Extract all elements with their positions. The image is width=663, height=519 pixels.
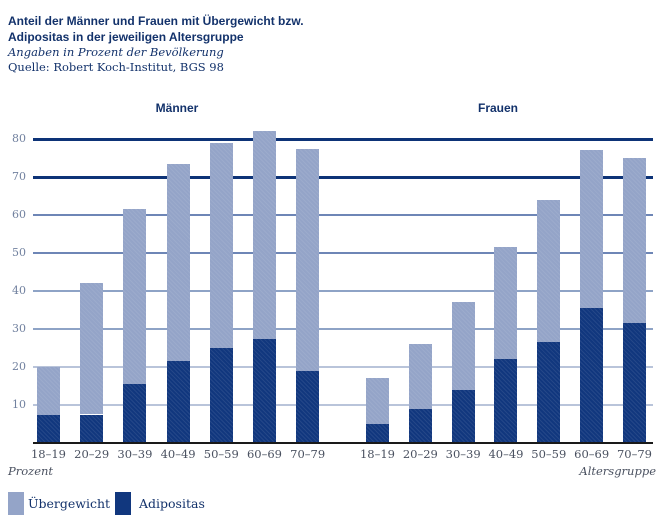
bar-segment-adipositas	[37, 414, 60, 443]
x-tick-label: 40–49	[488, 447, 524, 461]
bar-segment-adipositas	[166, 361, 190, 443]
x-tick-label: 60–69	[246, 447, 283, 461]
x-tick-label: 40–49	[160, 447, 196, 461]
x-tick-label: 70–79	[290, 447, 326, 461]
bar-segment-uebergewicht	[494, 247, 518, 360]
bar-segment-uebergewicht	[366, 378, 389, 424]
bar-segment-uebergewicht	[408, 344, 432, 409]
bar-segment-uebergewicht	[580, 150, 604, 309]
x-tick-label: 60–69	[574, 447, 610, 461]
x-tick-label: 50–59	[203, 447, 239, 461]
y-tick-label: 40	[12, 284, 26, 297]
bar-segment-adipositas	[123, 384, 147, 443]
legend-label-uebergewicht: Übergewicht	[28, 496, 111, 511]
bar-segment-adipositas	[296, 370, 320, 443]
x-tick-label: 20–29	[74, 447, 110, 461]
y-axis-caption: Prozent	[8, 464, 54, 478]
chart-source: Quelle: Robert Koch-Institut, BGS 98	[8, 60, 224, 74]
bar-segment-uebergewicht	[80, 283, 104, 415]
x-tick-label: 18–19	[359, 447, 396, 461]
gridline-80	[33, 137, 653, 141]
legend-label-adipositas: Adipositas	[139, 496, 205, 511]
y-tick-label: 70	[12, 170, 26, 183]
bar-segment-uebergewicht	[123, 209, 147, 385]
legend-key-uebergewicht	[8, 492, 24, 515]
bar-segment-adipositas	[622, 323, 646, 443]
legend-key-adipositas	[115, 492, 131, 515]
gridline-40	[33, 290, 653, 292]
x-tick-label: 20–29	[402, 447, 438, 461]
gridline-70	[33, 175, 653, 179]
x-tick-label: 30–39	[117, 447, 153, 461]
bar-segment-uebergewicht	[296, 148, 320, 371]
bar-segment-uebergewicht	[253, 131, 276, 339]
plot-area	[33, 131, 653, 444]
y-tick-label: 10	[12, 398, 26, 411]
x-tick-label: 30–39	[445, 447, 481, 461]
x-tick-label: 70–79	[616, 447, 652, 461]
bar-segment-uebergewicht	[209, 142, 233, 348]
x-axis-caption: Altersgruppe	[579, 464, 656, 478]
bar-segment-adipositas	[366, 424, 389, 443]
bar-segment-uebergewicht	[451, 302, 475, 390]
chart-title-line2: Adipositas in der jeweiligen Altersgrupp…	[8, 30, 244, 44]
y-tick-label: 30	[12, 322, 26, 335]
chart-subtitle: Angaben in Prozent der Bevölkerung	[8, 45, 224, 59]
y-tick-label: 50	[12, 246, 26, 259]
gridline-10	[33, 404, 653, 406]
bar-segment-uebergewicht	[166, 163, 190, 362]
bar-segment-uebergewicht	[537, 199, 561, 343]
chart-title-line1: Anteil der Männer und Frauen mit Übergew…	[8, 14, 304, 28]
x-tick-label: 50–59	[531, 447, 567, 461]
x-axis-line	[33, 442, 653, 444]
bar-segment-adipositas	[537, 342, 561, 443]
bar-segment-adipositas	[451, 389, 475, 443]
x-tick-label: 18–19	[30, 447, 67, 461]
gridline-50	[33, 252, 653, 254]
y-tick-label: 60	[12, 208, 26, 221]
bar-segment-uebergewicht	[622, 158, 646, 324]
title-block: Anteil der Männer und Frauen mit Übergew…	[8, 13, 304, 75]
y-tick-label: 20	[12, 360, 26, 373]
group-header-maenner: Männer	[155, 101, 199, 115]
bar-segment-adipositas	[494, 359, 518, 443]
legend: Übergewicht Adipositas	[8, 492, 308, 515]
bar-segment-adipositas	[209, 348, 233, 443]
gridline-60	[33, 214, 653, 216]
gridline-20	[33, 366, 653, 368]
bar-segment-adipositas	[408, 408, 432, 443]
bar-segment-adipositas	[80, 414, 104, 443]
bar-segment-adipositas	[580, 308, 604, 443]
group-header-frauen: Frauen	[477, 101, 519, 115]
bar-segment-uebergewicht	[37, 367, 60, 415]
gridline-30	[33, 328, 653, 330]
bar-segment-adipositas	[253, 338, 276, 443]
y-tick-label: 80	[12, 132, 26, 145]
